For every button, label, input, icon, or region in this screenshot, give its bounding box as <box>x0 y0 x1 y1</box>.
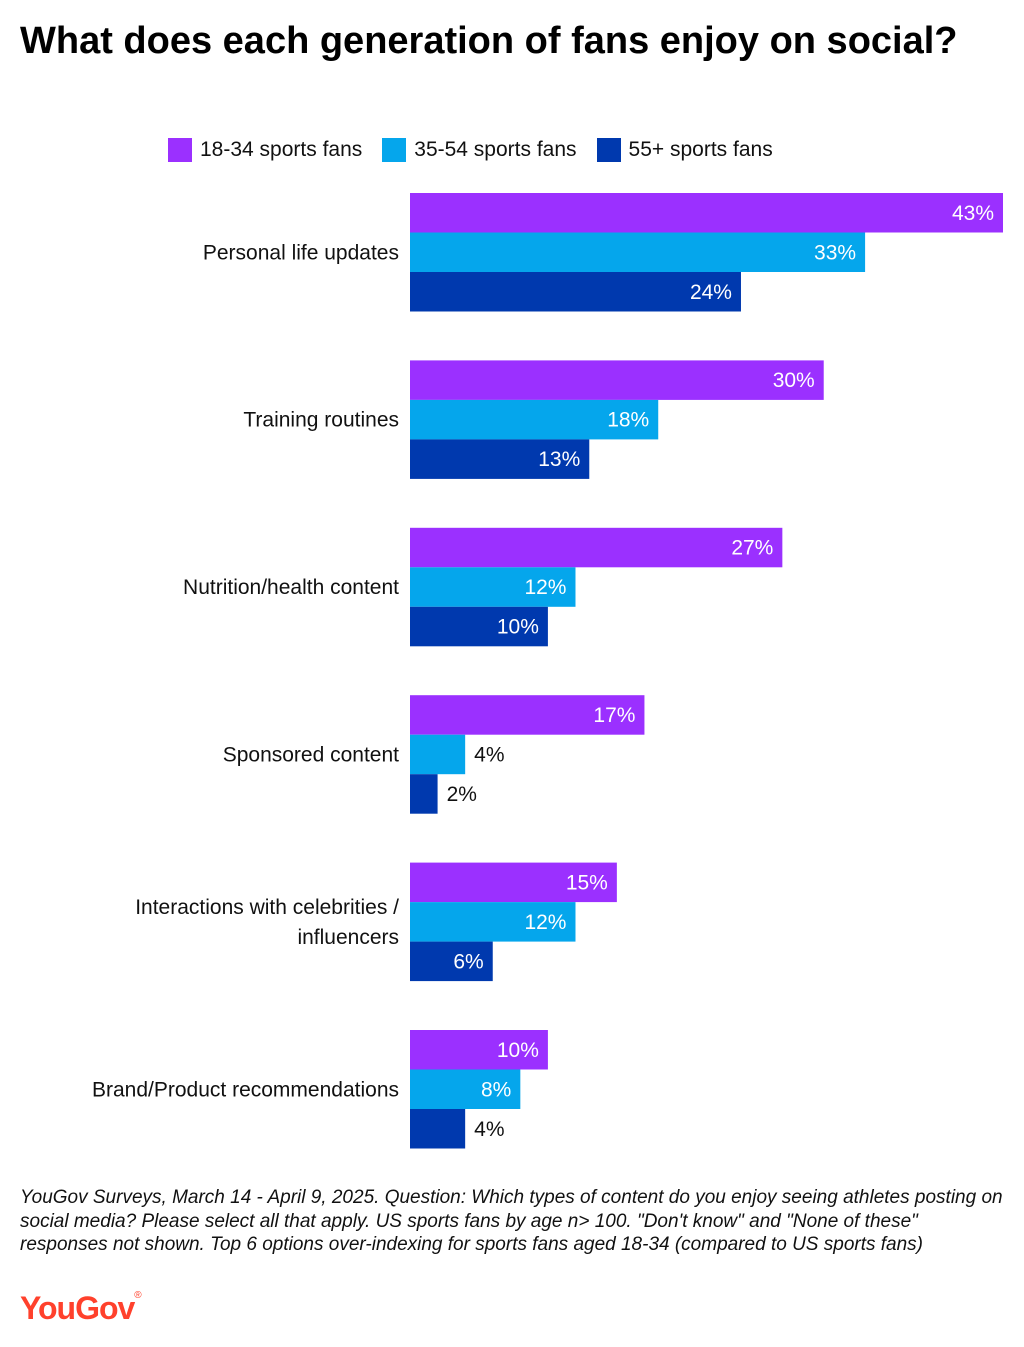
category-label-interactions-with-celebrities-influencers: Interactions with celebrities / influence… <box>135 896 399 949</box>
logo-text: YouGov <box>20 1290 135 1326</box>
value-label-brand-product-recommendations-35-54-sports-fans: 8% <box>481 1078 511 1101</box>
legend-label-18-34: 18-34 sports fans <box>200 138 363 161</box>
value-label-personal-life-updates-55-sports-fans: 24% <box>690 281 732 304</box>
value-label-training-routines-35-54-sports-fans: 18% <box>607 409 649 432</box>
bar-nutrition-health-content-18-34-sports-fans <box>410 527 783 568</box>
value-label-sponsored-content-35-54-sports-fans: 4% <box>474 743 504 766</box>
category-label-brand-product-recommendations: Brand/Product recommendations <box>92 1078 399 1101</box>
value-label-nutrition-health-content-35-54-sports-fans: 12% <box>524 576 566 599</box>
bar-interactions-with-celebrities-influencers-35-54-sports-fans <box>410 902 576 942</box>
bar-training-routines-55-sports-fans <box>410 439 590 479</box>
bar-sponsored-content-55-sports-fans <box>410 774 438 814</box>
legend-swatch-55-plus <box>596 138 621 162</box>
value-label-sponsored-content-18-34-sports-fans: 17% <box>593 704 635 727</box>
bar-personal-life-updates-55-sports-fans <box>410 272 741 312</box>
bar-chart: Personal life updates 43% 33% 24% Training r… <box>92 193 1003 1149</box>
category-label-training-routines: Training routines <box>243 409 399 432</box>
bar-personal-life-updates-18-34-sports-fans <box>410 193 1003 233</box>
value-label-personal-life-updates-35-54-sports-fans: 33% <box>814 241 856 264</box>
value-label-training-routines-55-sports-fans: 13% <box>538 448 580 471</box>
source-footnote: YouGov Surveys, March 14 - April 9, 2025… <box>20 1187 1003 1255</box>
bar-training-routines-18-34-sports-fans <box>410 360 824 400</box>
value-label-sponsored-content-55-sports-fans: 2% <box>447 783 477 806</box>
legend-swatch-35-54 <box>382 138 407 162</box>
value-label-interactions-with-celebrities-influencers-18-34-sports-fans: 15% <box>566 871 608 894</box>
bar-brand-product-recommendations-35-54-sports-fans <box>410 1069 521 1109</box>
value-label-brand-product-recommendations-18-34-sports-fans: 10% <box>497 1039 539 1062</box>
legend-label-35-54: 35-54 sports fans <box>414 138 577 161</box>
value-label-nutrition-health-content-18-34-sports-fans: 27% <box>731 537 773 560</box>
legend: 18-34 sports fans 35-54 sports fans 55+ … <box>168 138 793 162</box>
bar-brand-product-recommendations-18-34-sports-fans <box>410 1030 548 1070</box>
category-label-personal-life-updates: Personal life updates <box>203 241 399 264</box>
legend-item-55-plus: 55+ sports fans <box>596 138 773 162</box>
legend-swatch-18-34 <box>168 138 192 162</box>
category-label-sponsored-content: Sponsored content <box>223 743 399 766</box>
registered-mark-icon: ® <box>134 1290 141 1301</box>
value-label-brand-product-recommendations-55-sports-fans: 4% <box>474 1118 504 1141</box>
legend-item-35-54: 35-54 sports fans <box>382 138 577 162</box>
bar-sponsored-content-35-54-sports-fans <box>410 734 466 775</box>
value-label-nutrition-health-content-55-sports-fans: 10% <box>497 616 539 639</box>
value-label-training-routines-18-34-sports-fans: 30% <box>773 369 815 392</box>
bar-sponsored-content-18-34-sports-fans <box>410 695 645 735</box>
yougov-logo: YouGov® <box>20 1290 142 1327</box>
value-label-interactions-with-celebrities-influencers-55-sports-fans: 6% <box>453 950 483 973</box>
bar-interactions-with-celebrities-influencers-55-sports-fans <box>410 941 493 982</box>
category-label-nutrition-health-content: Nutrition/health content <box>183 576 399 599</box>
chart-title: What does each generation of fans enjoy … <box>20 20 958 62</box>
bar-training-routines-35-54-sports-fans <box>410 399 659 440</box>
bar-personal-life-updates-35-54-sports-fans <box>410 232 866 272</box>
legend-label-55-plus: 55+ sports fans <box>628 138 773 161</box>
value-label-interactions-with-celebrities-influencers-35-54-sports-fans: 12% <box>524 911 566 934</box>
value-label-personal-life-updates-18-34-sports-fans: 43% <box>952 202 994 225</box>
legend-item-18-34: 18-34 sports fans <box>168 138 362 162</box>
bar-nutrition-health-content-55-sports-fans <box>410 606 548 647</box>
bar-interactions-with-celebrities-influencers-18-34-sports-fans <box>410 862 617 903</box>
bar-brand-product-recommendations-55-sports-fans <box>410 1109 466 1149</box>
bar-nutrition-health-content-35-54-sports-fans <box>410 567 576 607</box>
